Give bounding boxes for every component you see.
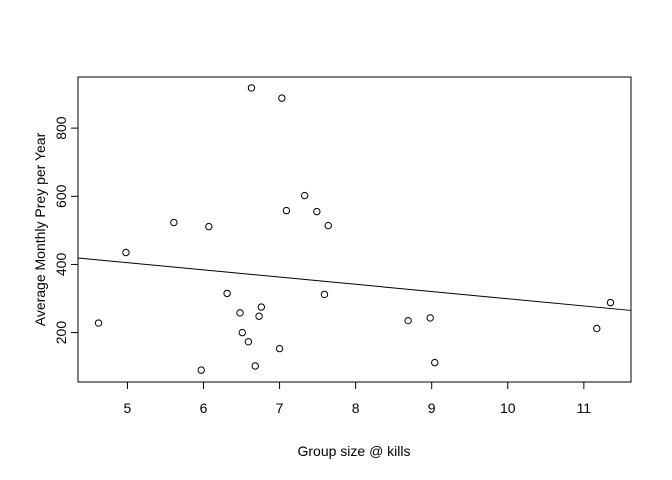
x-tick-label: 6 (200, 400, 208, 416)
data-point (94, 319, 103, 327)
data-point (282, 206, 291, 215)
data-point (122, 248, 130, 257)
y-tick-label: 400 (53, 253, 69, 277)
data-point (606, 298, 615, 307)
x-axis: 5 6 7 8 9 10 11 (124, 382, 592, 416)
y-tick-label: 600 (53, 184, 69, 208)
data-point (275, 344, 284, 353)
data-point (197, 366, 205, 374)
y-tick-label: 800 (53, 116, 69, 140)
data-point (324, 221, 332, 230)
y-tick-label: 200 (53, 321, 69, 345)
data-point (251, 362, 259, 370)
data-point (257, 303, 266, 311)
x-tick-label: 11 (577, 400, 592, 416)
y-axis-label: Average Monthly Prey per Year (32, 132, 48, 326)
data-point (300, 191, 309, 200)
data-point (244, 338, 253, 346)
data-point (426, 314, 434, 322)
data-point (431, 358, 439, 367)
data-point (593, 324, 601, 333)
x-tick-label: 9 (428, 400, 436, 416)
data-point (320, 290, 329, 299)
data-point (255, 312, 263, 320)
regression-line (77, 257, 632, 311)
x-tick-label: 5 (124, 400, 132, 416)
y-axis: 200 400 600 800 (53, 116, 78, 344)
x-tick-label: 8 (352, 400, 360, 416)
data-point (205, 222, 213, 231)
data-point (313, 207, 321, 216)
x-tick-label: 10 (500, 400, 516, 416)
data-point (236, 309, 244, 317)
plot-frame (77, 76, 632, 383)
data-point (223, 289, 231, 298)
data-point (238, 328, 247, 337)
data-point (404, 316, 412, 325)
x-tick-label: 7 (276, 400, 284, 416)
x-axis-label: Group size @ kills (297, 443, 410, 459)
data-point (170, 218, 178, 227)
data-point (278, 94, 286, 102)
data-point (247, 84, 256, 92)
data-points (94, 84, 615, 374)
